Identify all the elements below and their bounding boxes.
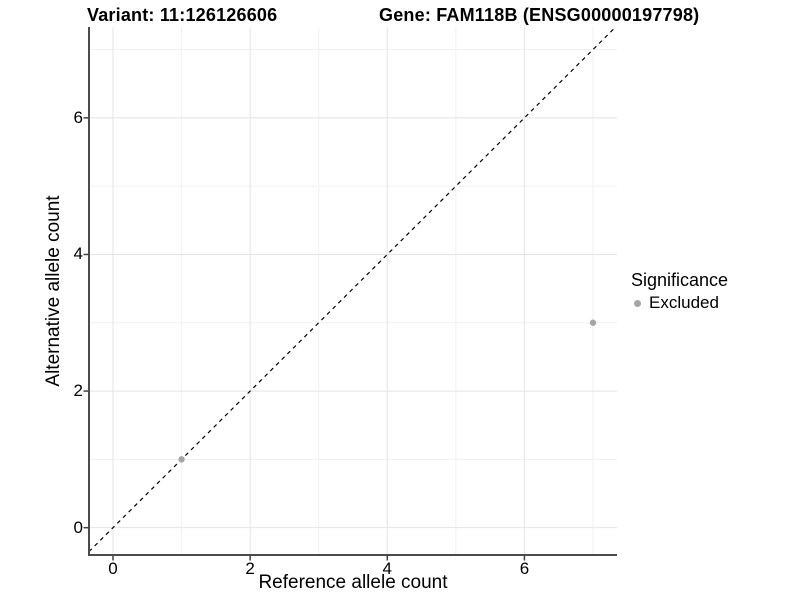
legend-entry-label: Excluded xyxy=(649,293,719,312)
y-tick-label: 2 xyxy=(73,381,83,401)
x-tick-label: 4 xyxy=(382,559,393,578)
legend-entry-excluded: Excluded xyxy=(631,293,728,313)
chart-title-variant: Variant: 11:126126606 xyxy=(87,5,278,25)
x-tick-label: 0 xyxy=(108,559,118,578)
identity-line xyxy=(88,26,617,553)
y-tick-label: 0 xyxy=(73,517,83,537)
y-tick-label: 6 xyxy=(73,107,83,127)
chart-title-gene: Gene: FAM118B (ENSG00000197798) xyxy=(379,5,700,25)
x-tick-label: 6 xyxy=(519,559,530,578)
excluded-point-icon xyxy=(634,299,641,307)
legend: Significance Excluded xyxy=(631,269,728,313)
x-axis-title: Reference allele count xyxy=(258,572,448,593)
data-point xyxy=(589,319,597,326)
y-tick-label: 4 xyxy=(73,244,83,264)
data-point xyxy=(178,456,185,463)
legend-title: Significance xyxy=(631,270,729,290)
x-tick-label: 2 xyxy=(245,559,255,578)
y-axis-title: Alternative allele count xyxy=(43,195,64,387)
